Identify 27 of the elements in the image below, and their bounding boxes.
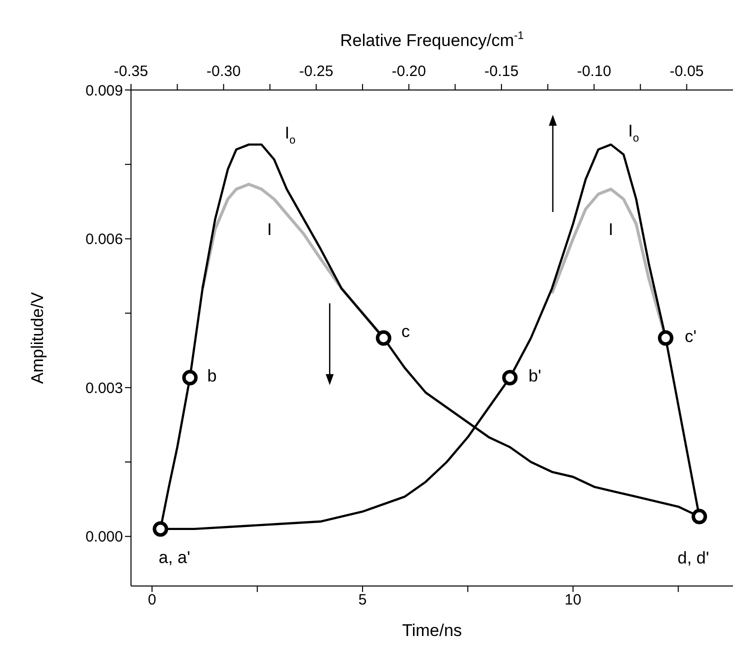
- x2-tick-label: -0.35: [114, 63, 148, 80]
- x-tick-label: 10: [564, 592, 582, 609]
- annotation: c': [684, 327, 697, 346]
- annotation: I: [267, 220, 272, 240]
- annotation: b': [528, 367, 542, 386]
- x-tick-label: 5: [358, 592, 367, 609]
- annotation: I$_{o}$: [628, 122, 639, 144]
- x2-tick-label: -0.15: [484, 63, 519, 80]
- x-tick-label: 0: [148, 592, 156, 609]
- annotation: d, d': [678, 549, 710, 568]
- x-axis-title: Time/ns: [402, 621, 462, 640]
- annotation: b: [207, 367, 217, 386]
- annotation: I$_{o}$: [284, 124, 296, 146]
- y-tick-label: 0.000: [85, 528, 123, 546]
- y-axis-title: Amplitude/V: [28, 292, 48, 384]
- x2-tick-label: -0.20: [392, 63, 426, 80]
- y-tick-label: 0.003: [85, 380, 123, 397]
- y-tick-label: 0.009: [85, 82, 123, 100]
- annotation: c: [401, 322, 410, 342]
- x2-tick-label: -0.05: [670, 63, 704, 80]
- y-tick-label: 0.006: [85, 231, 123, 248]
- annotation: I: [608, 220, 614, 240]
- x2-axis-title: Relative Frequency/cm$^{-1}$: [340, 30, 524, 50]
- annotation: a, a': [158, 548, 190, 568]
- x2-tick-label: -0.30: [206, 63, 241, 80]
- x2-tick-label: -0.25: [299, 63, 334, 80]
- x2-tick-label: -0.10: [576, 63, 612, 80]
